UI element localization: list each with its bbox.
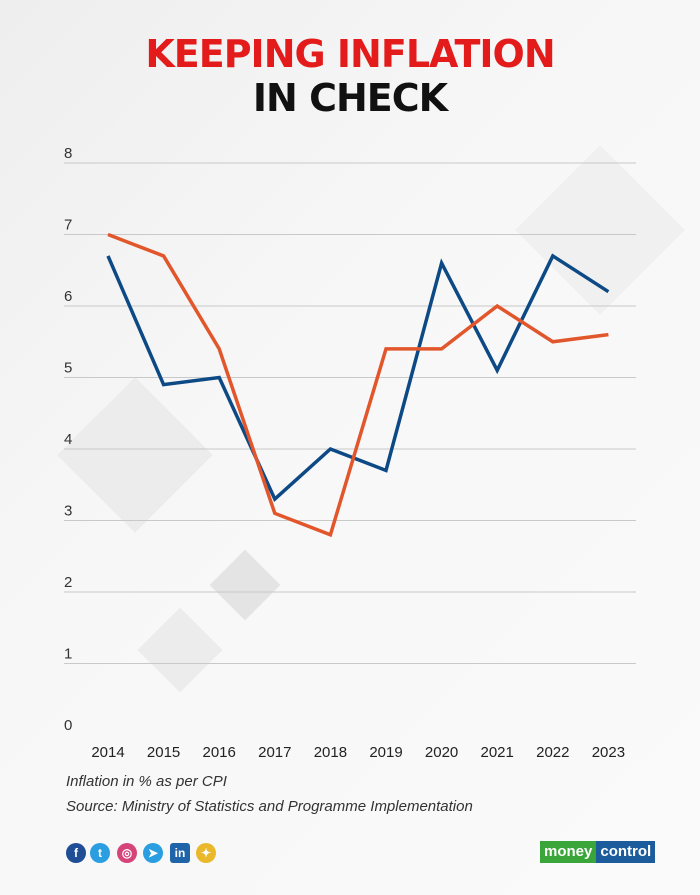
twitter-icon[interactable]: t [90,843,110,863]
y-tick-label: 0 [64,717,72,734]
y-tick-label: 4 [64,431,72,448]
x-tick-label: 2019 [369,744,402,761]
y-tick-label: 6 [64,288,72,305]
instagram-icon[interactable]: ◎ [117,843,137,863]
y-tick-label: 7 [64,217,72,234]
source-note: Source: Ministry of Statistics and Progr… [66,798,473,815]
x-tick-label: 2018 [314,744,347,761]
chart-title: KEEPING INFLATION IN CHECK [0,32,700,120]
y-tick-label: 2 [64,574,72,591]
x-tick-label: 2017 [258,744,291,761]
x-tick-label: 2014 [91,744,124,761]
y-tick-label: 8 [64,145,72,162]
x-tick-label: 2022 [536,744,569,761]
telegram-icon[interactable]: ➤ [143,843,163,863]
moneycontrol-logo: money control [540,841,656,863]
y-tick-label: 5 [64,360,72,377]
series-line-1 [106,253,610,502]
y-tick-label: 1 [64,646,72,663]
logo-part-control: control [596,841,656,863]
title-line-1: KEEPING INFLATION [145,32,555,76]
x-tick-label: 2020 [425,744,458,761]
facebook-icon[interactable]: f [66,843,86,863]
x-tick-label: 2015 [147,744,180,761]
x-tick-label: 2021 [481,744,514,761]
linkedin-icon[interactable]: in [170,843,190,863]
snapchat-icon[interactable]: ✦ [196,843,216,863]
x-tick-label: 2016 [203,744,236,761]
unit-note: Inflation in % as per CPI [66,773,227,790]
logo-part-money: money [540,841,597,863]
title-line-2: IN CHECK [252,76,448,120]
x-tick-label: 2023 [592,744,625,761]
series-line-2 [107,232,609,538]
y-tick-label: 3 [64,503,72,520]
